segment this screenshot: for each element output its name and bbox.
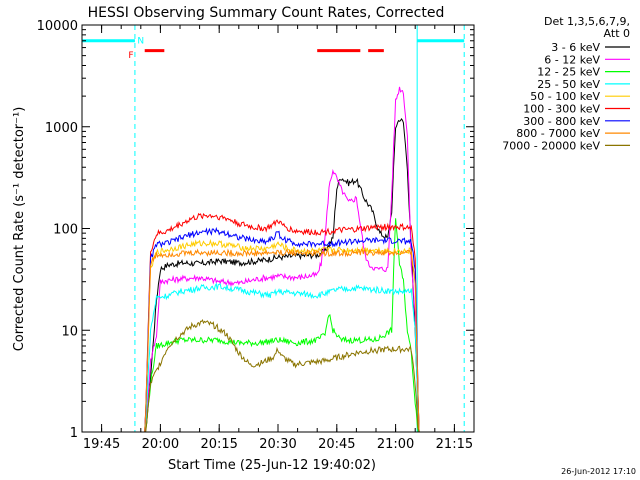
- series-line-6-12-keV: [144, 86, 420, 433]
- y-tick-label-10: 10: [61, 324, 78, 339]
- legend-label-7000-20000-keV: 7000 - 20000 keV: [502, 139, 600, 152]
- legend-label-3-6-keV: 3 - 6 keV: [551, 41, 600, 54]
- series-line-300-800-keV: [144, 226, 420, 433]
- footer-timestamp: 26-Jun-2012 17:10: [561, 467, 636, 476]
- x-tick-label-20:30: 20:30: [259, 437, 296, 452]
- y-tick-label-100: 100: [53, 223, 78, 238]
- series-line-800-7000-keV: [144, 247, 420, 433]
- series-line-50-100-keV: [144, 238, 420, 433]
- x-tick-label-21:00: 21:00: [377, 437, 414, 452]
- x-tick-label-20:15: 20:15: [200, 437, 237, 452]
- x-axis-label: Start Time (25-Jun-12 19:40:02): [168, 458, 376, 473]
- series-line-25-50-keV: [144, 282, 420, 433]
- x-tick-label-21:15: 21:15: [436, 437, 473, 452]
- y-tick-label-10000: 10000: [37, 19, 78, 34]
- y-axis-label: Corrected Count Rate (s⁻¹ detector⁻¹): [12, 107, 27, 352]
- legend-label-800-7000-keV: 800 - 7000 keV: [516, 127, 600, 140]
- state-bar-label-F: F: [128, 51, 133, 61]
- legend-label-50-100-keV: 50 - 100 keV: [530, 90, 600, 103]
- series-line-100-300-keV: [144, 212, 420, 433]
- legend-label-25-50-keV: 25 - 50 keV: [537, 78, 600, 91]
- legend-label-300-800-keV: 300 - 800 keV: [523, 115, 600, 128]
- y-tick-label-1000: 1000: [45, 121, 78, 136]
- x-tick-label-20:00: 20:00: [142, 437, 179, 452]
- state-bar-label-N: N: [137, 37, 144, 47]
- x-tick-label-19:45: 19:45: [83, 437, 120, 452]
- series-line-3-6-keV: [144, 117, 420, 433]
- legend-label-12-25-keV: 12 - 25 keV: [537, 66, 600, 79]
- legend-header-line-2: Att 0: [604, 27, 630, 40]
- plot-frame: [81, 24, 475, 433]
- legend-header-line-1: Det 1,3,5,6,7,9,: [544, 15, 630, 28]
- series-line-12-25-keV: [144, 218, 420, 433]
- chart-title: HESSI Observing Summary Count Rates, Cor…: [88, 5, 445, 21]
- axes: 1 10 100 1000 10000 19:45 20:00 20:15 20:30 20:45…: [37, 19, 475, 452]
- legend-label-100-300-keV: 100 - 300 keV: [523, 103, 600, 116]
- legend-label-6-12-keV: 6 - 12 keV: [544, 53, 600, 66]
- plot-area: NF: [81, 25, 465, 433]
- series-line-7000-20000-keV: [144, 319, 420, 433]
- y-tick-label-1: 1: [70, 426, 78, 441]
- x-tick-label-20:45: 20:45: [318, 437, 355, 452]
